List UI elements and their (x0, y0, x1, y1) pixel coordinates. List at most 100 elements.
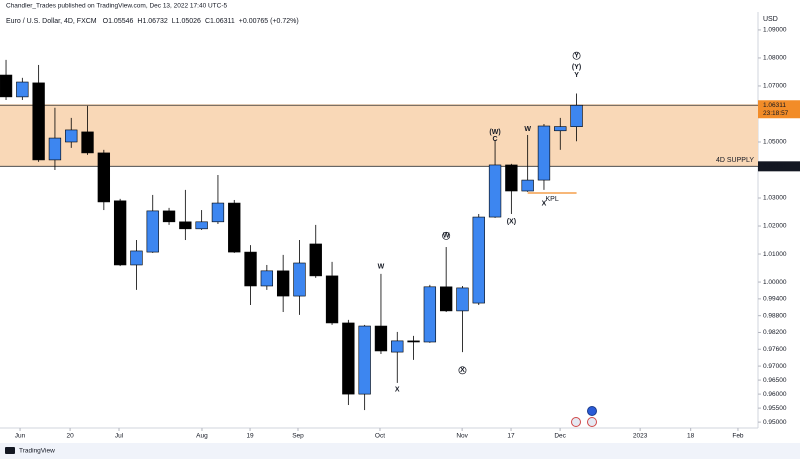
event-icon (587, 406, 597, 416)
y-tick-label: 1.05000 (763, 139, 787, 146)
y-tick-label: 0.96500 (763, 377, 787, 384)
countdown-label: 23:18:57 (763, 110, 789, 117)
candle-body (358, 325, 371, 395)
y-tick-label: 0.97000 (763, 363, 787, 370)
candle-body (407, 340, 420, 343)
candle-body (97, 152, 111, 203)
candle-body (195, 221, 208, 230)
candle-body (342, 322, 355, 395)
event-icon (587, 417, 597, 427)
x-tick-label: 2023 (633, 433, 648, 440)
annotation-circle (442, 231, 451, 240)
candle-body (211, 202, 225, 223)
y-tick-label: 0.97600 (763, 346, 787, 353)
candle-body (325, 275, 339, 324)
last-price-label: 1.06311 (763, 102, 786, 109)
x-tick-label: Aug (196, 433, 208, 440)
symbol-name: Euro / U.S. Dollar, 4D, FXCM (6, 18, 97, 25)
y-tick-label: 0.95500 (763, 405, 787, 412)
wave-label: (W) (489, 129, 500, 136)
footer-bar (0, 443, 800, 459)
candle-body (472, 216, 485, 304)
candle-body (374, 325, 388, 352)
annotation-circle (572, 51, 581, 60)
logo (5, 447, 15, 454)
footer-brand: TradingView (19, 448, 55, 455)
wave-label: X (460, 367, 465, 374)
candle-body (521, 179, 534, 192)
candle-body (570, 104, 583, 127)
x-tick-label: 18 (687, 433, 695, 440)
y-tick-label: 1.01000 (763, 251, 787, 258)
wave-label: W (524, 126, 531, 133)
candle-body (244, 251, 257, 287)
y-tick-label: 1.08000 (763, 55, 787, 62)
x-tick-label: Nov (456, 433, 468, 440)
candle-body (0, 74, 13, 98)
wave-label: Y (574, 72, 579, 79)
candle-body (537, 125, 551, 181)
candle-body (309, 243, 322, 277)
publish-info: Chandler_Trades published on TradingView… (6, 3, 228, 10)
y-tick-label: 1.09000 (763, 27, 787, 34)
candle-body (48, 137, 62, 161)
zone-price-label: 1.04131 (763, 163, 787, 170)
candle-body (16, 81, 29, 98)
candle-body (488, 164, 502, 218)
candle-body (260, 270, 274, 287)
candle-body (146, 210, 159, 253)
x-tick-label: Sep (292, 433, 304, 440)
y-tick-label: 0.99400 (763, 296, 787, 303)
zone-price-box (758, 161, 800, 172)
candle-body (554, 126, 567, 132)
y-tick-label: 0.95000 (763, 419, 787, 426)
candle-body (423, 286, 437, 343)
ohlc-value: +0.00765 (+0.72%) (239, 18, 299, 25)
candle-body (81, 131, 94, 154)
x-tick-label: 20 (66, 433, 74, 440)
candle-body (113, 200, 127, 266)
candle-body (130, 250, 143, 266)
ohlc-value: L1.05026 (172, 18, 201, 25)
y-tick-label: 1.02000 (763, 223, 787, 230)
candle-body (32, 82, 45, 161)
candle-body (179, 221, 192, 230)
wave-label: X (542, 200, 547, 207)
kpl-label: KPL (546, 196, 559, 203)
annotation-circle (458, 366, 467, 375)
x-tick-label: Feb (732, 433, 744, 440)
y-tick-label: 0.98800 (763, 312, 787, 319)
x-tick-label: Jun (15, 433, 26, 440)
zone-label: 4D SUPPLY (716, 157, 754, 164)
candle-body (65, 129, 78, 143)
y-tick-label: 1.03000 (763, 195, 787, 202)
candle-body (293, 262, 306, 297)
candle-body (439, 286, 453, 312)
ohlc-value: H1.06732 (137, 18, 167, 25)
x-tick-label: Oct (375, 433, 385, 440)
x-tick-label: Dec (554, 433, 566, 440)
candle-body (276, 270, 290, 297)
candle-body (228, 202, 241, 253)
supply-zone (0, 104, 758, 167)
ohlc-value: C1.06311 (205, 18, 235, 25)
y-tick-label: 1.07000 (763, 83, 787, 90)
wave-label: W (443, 233, 450, 240)
legend: Euro / U.S. Dollar, 4D, FXCM O1.05546 H1.0… (6, 18, 299, 25)
y-tick-label: 1.00000 (763, 279, 787, 286)
wave-label: (X) (507, 219, 516, 226)
x-tick-label: Jul (115, 433, 124, 440)
candle-body (505, 164, 518, 192)
y-tick-label: 0.96000 (763, 391, 787, 398)
candle-body (162, 210, 176, 223)
x-tick-label: 17 (507, 433, 515, 440)
last-price-box (758, 100, 800, 119)
candle-body (456, 287, 469, 312)
x-tick-label: 19 (246, 433, 254, 440)
y-tick-label: 0.98200 (763, 329, 787, 336)
ohlc-value: O1.05546 (103, 18, 134, 25)
wave-label: (Y) (572, 64, 581, 71)
wave-label: C (493, 136, 498, 143)
event-icon (571, 417, 581, 427)
